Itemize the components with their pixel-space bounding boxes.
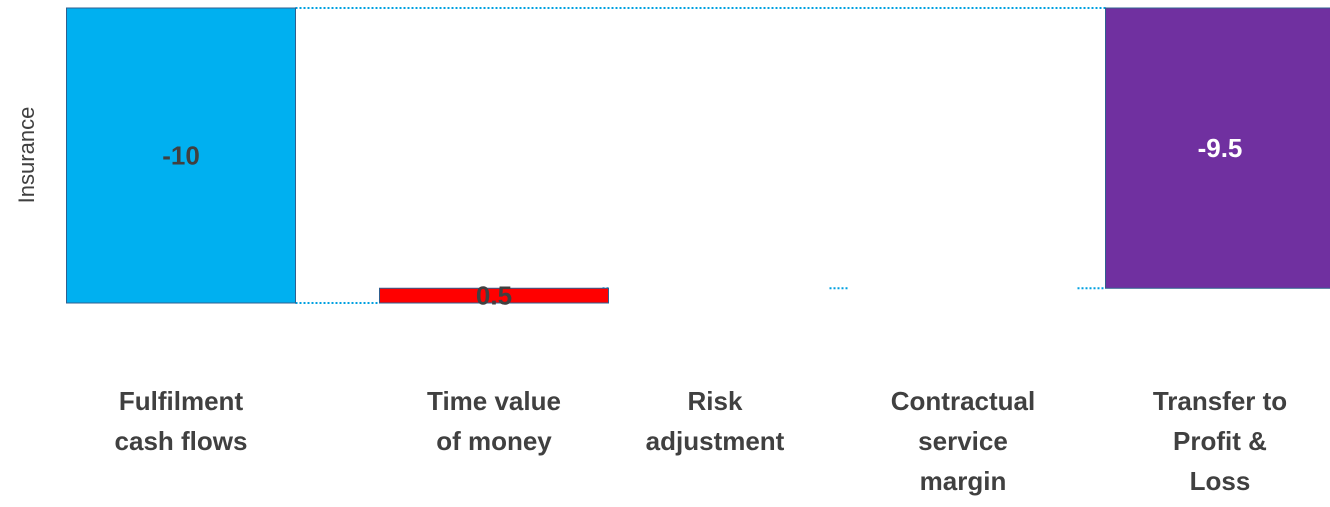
x-tick-label: Contractual [891,386,1035,416]
x-tick-label: service [918,426,1008,456]
bar [1105,7,1330,289]
x-tick-label: Fulfilment [119,386,244,416]
x-tick-label: Loss [1190,466,1251,496]
value-label: -10 [162,140,200,170]
y-axis-label: Insurance [14,107,39,204]
bar [379,287,609,304]
bar [66,7,296,304]
x-tick-label: Risk [688,386,743,416]
x-tick-label: cash flows [115,426,248,456]
x-tick-label: adjustment [646,426,785,456]
value-label: 0.5 [476,281,512,311]
value-label: -9.5 [1198,133,1243,163]
x-tick-label: margin [920,466,1007,496]
x-tick-label: of money [436,426,552,456]
x-tick-label: Time value [427,386,561,416]
x-tick-label: Transfer to [1153,386,1287,416]
x-tick-label: Profit & [1173,426,1267,456]
